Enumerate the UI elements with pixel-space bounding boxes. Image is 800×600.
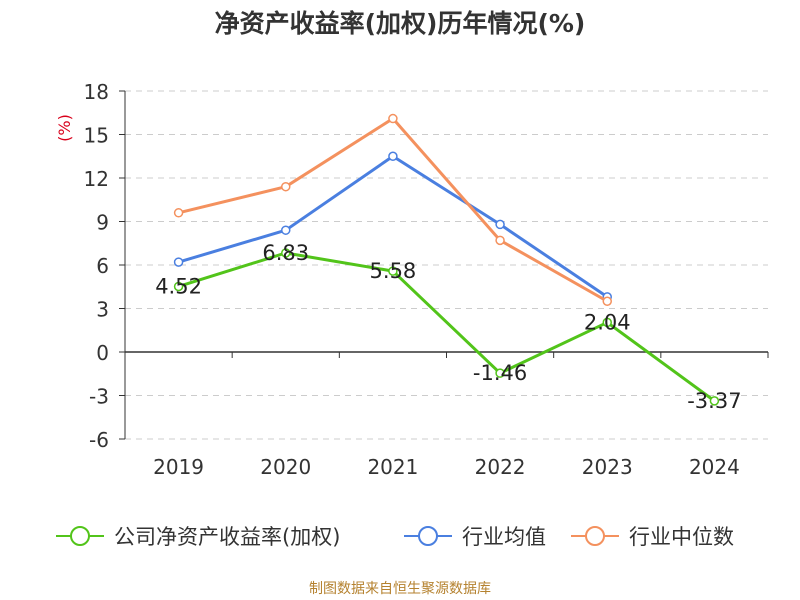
legend-marker (418, 526, 438, 546)
data-point (388, 113, 398, 124)
legend-label: 行业均值 (462, 525, 546, 549)
legend-label: 公司净资产收益率(加权) (114, 525, 340, 549)
y-tick-label: 9 (96, 211, 109, 235)
data-label: 5.58 (370, 259, 417, 283)
data-point (173, 281, 184, 292)
data-label: 6.83 (262, 241, 309, 265)
x-tick-label: 2021 (367, 455, 418, 479)
x-tick-label: 2023 (582, 455, 633, 479)
data-point (495, 235, 505, 246)
data-point (602, 317, 612, 328)
grid-layer (125, 90, 768, 440)
y-axis-title: (%) (55, 114, 74, 142)
y-tick-label: -6 (89, 428, 109, 452)
x-tick-label: 2022 (475, 455, 526, 479)
data-label: 2.04 (584, 310, 631, 334)
y-tick-label: 3 (96, 298, 109, 322)
series-line (178, 251, 716, 403)
y-tick-label: 0 (96, 341, 109, 365)
data-point (495, 219, 505, 230)
label-layer: 4.52 6.83 5.58 -1.46 2.04 -3.37 (155, 241, 741, 413)
data-point (173, 208, 184, 218)
x-tick-label: 2024 (689, 455, 740, 479)
x-tick-label: 2019 (153, 455, 204, 479)
y-tick-label: 6 (96, 254, 109, 278)
x-tick-label: 2020 (260, 455, 311, 479)
data-label: -3.37 (687, 389, 741, 413)
data-label: -1.46 (473, 361, 527, 385)
legend-label: 行业中位数 (629, 525, 734, 549)
data-point (281, 248, 291, 258)
data-source-note: 制图数据来自恒生聚源数据库 (309, 581, 491, 597)
y-tick-label: 12 (84, 167, 109, 191)
series-layer (173, 113, 720, 406)
chart-title: 净资产收益率(加权)历年情况(%) (214, 9, 586, 38)
data-point (281, 181, 291, 192)
data-point (388, 151, 398, 161)
legend-marker (70, 526, 90, 546)
data-point (709, 396, 720, 406)
data-point (173, 257, 184, 267)
data-point (388, 266, 398, 276)
data-label: 4.52 (155, 274, 202, 298)
data-point (602, 296, 612, 306)
y-tick-label: -3 (89, 385, 109, 409)
data-point (495, 368, 505, 378)
y-tick-label: 15 (84, 124, 109, 148)
y-tick-label: 18 (84, 80, 109, 104)
legend-marker (585, 526, 605, 546)
legend-layer: 公司净资产收益率(加权) 行业均值 行业中位数 (56, 525, 734, 549)
data-point (281, 225, 291, 235)
axis-layer: 18 15 12 9 6 3 0 -3 -6 2019 2020 2021 2022 2023 2024 (%… (55, 80, 769, 479)
